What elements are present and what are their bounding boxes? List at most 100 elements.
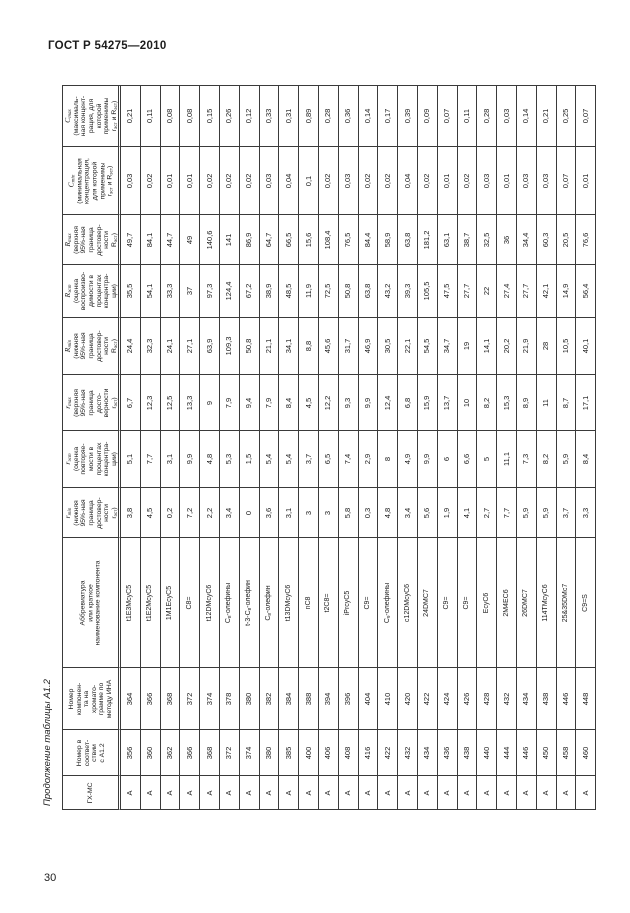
cell-r_est-r2: 7,7	[140, 431, 161, 488]
cell-R_min-r12: 31,7	[338, 318, 359, 375]
cell-num_ina-r12: 396	[338, 668, 359, 730]
cell-C_min-r24: 0,01	[576, 147, 597, 215]
cell-R_min-r11: 45,6	[318, 318, 339, 375]
cell-R_min-r24: 40,1	[576, 318, 597, 375]
standard-title: ГОСТ Р 54275—2010	[48, 40, 167, 52]
cell-R_est-r1: 35,5	[121, 265, 141, 318]
cell-R_max-r17: 63,1	[437, 215, 458, 265]
cell-r_min-r6: 3,4	[219, 488, 240, 538]
cell-gc_ms-r4: А	[180, 776, 201, 810]
cell-r_max-r23: 8,7	[556, 375, 577, 431]
cell-R_min-r17: 34,7	[437, 318, 458, 375]
cell-R_min-r22: 28	[536, 318, 557, 375]
table-caption: Продолжение таблицы А1.2	[34, 628, 60, 806]
cell-abbr-r1: t1E3McyC5	[121, 538, 141, 668]
cell-R_est-r4: 37	[180, 265, 201, 318]
cell-C_min-r18: 0,02	[457, 147, 478, 215]
cell-abbr-r21: 26DMC7	[516, 538, 537, 668]
field-header-C_min: Сmin (минимальная концентрация, для которой…	[63, 147, 121, 215]
cell-abbr-r8: С8-олефин	[259, 538, 280, 668]
cell-C_max-r2: 0,11	[140, 86, 161, 147]
cell-R_est-r11: 72,5	[318, 265, 339, 318]
cell-r_est-r10: 3,7	[299, 431, 319, 488]
page-number: 30	[44, 872, 57, 884]
cell-R_min-r1: 24,4	[121, 318, 141, 375]
cell-num_ina-r19: 428	[477, 668, 498, 730]
cell-num_ina-r15: 420	[398, 668, 418, 730]
cell-C_max-r15: 0,39	[398, 86, 418, 147]
cell-num_ina-r23: 446	[556, 668, 577, 730]
cell-C_min-r23: 0,07	[556, 147, 577, 215]
cell-r_min-r9: 3,1	[279, 488, 300, 538]
cell-r_max-r8: 7,9	[259, 375, 280, 431]
cell-r_max-r16: 15,9	[417, 375, 438, 431]
cell-C_min-r15: 0,04	[398, 147, 418, 215]
cell-C_max-r13: 0,14	[358, 86, 379, 147]
cell-r_max-r24: 17,1	[576, 375, 597, 431]
cell-R_max-r24: 76,6	[576, 215, 597, 265]
cell-gc_ms-r21: А	[516, 776, 537, 810]
cell-gc_ms-r24: А	[576, 776, 597, 810]
cell-r_est-r12: 7,4	[338, 431, 359, 488]
cell-num_ina-r3: 368	[160, 668, 181, 730]
cell-r_est-r8: 5,4	[259, 431, 280, 488]
cell-abbr-r17: С9=	[437, 538, 458, 668]
cell-r_est-r5: 4,8	[200, 431, 220, 488]
cell-r_est-r21: 7,3	[516, 431, 537, 488]
cell-r_min-r17: 1,9	[437, 488, 458, 538]
cell-R_max-r16: 181,2	[417, 215, 438, 265]
field-header-r_min: rmin (нижняя 95%-ная граница достовер-ности r…	[63, 488, 121, 538]
cell-num_a12-r1: 356	[121, 730, 141, 776]
cell-abbr-r7: t-3-С8-олефин	[239, 538, 260, 668]
cell-num_ina-r2: 366	[140, 668, 161, 730]
cell-gc_ms-r8: А	[259, 776, 280, 810]
cell-r_min-r13: 0,3	[358, 488, 379, 538]
cell-C_min-r22: 0,03	[536, 147, 557, 215]
cell-C_max-r21: 0,14	[516, 86, 537, 147]
cell-R_max-r13: 84,4	[358, 215, 379, 265]
cell-C_max-r19: 0,28	[477, 86, 498, 147]
cell-abbr-r6: С8-олефины	[219, 538, 240, 668]
cell-R_min-r21: 21,9	[516, 318, 537, 375]
cell-r_est-r6: 5,3	[219, 431, 240, 488]
cell-R_est-r10: 11,9	[299, 265, 319, 318]
cell-C_max-r24: 0,07	[576, 86, 597, 147]
cell-r_max-r2: 12,3	[140, 375, 161, 431]
cell-R_est-r23: 14,9	[556, 265, 577, 318]
cell-num_a12-r15: 432	[398, 730, 418, 776]
cell-R_est-r8: 38,9	[259, 265, 280, 318]
cell-num_ina-r1: 364	[121, 668, 141, 730]
cell-r_est-r3: 3,1	[160, 431, 181, 488]
cell-C_max-r20: 0,03	[497, 86, 517, 147]
cell-num_a12-r4: 366	[180, 730, 201, 776]
cell-C_min-r17: 0,01	[437, 147, 458, 215]
cell-R_max-r23: 20,5	[556, 215, 577, 265]
cell-num_a12-r16: 434	[417, 730, 438, 776]
cell-R_est-r20: 27,4	[497, 265, 517, 318]
field-header-gc_ms: ГХ-МС	[63, 776, 121, 810]
cell-gc_ms-r22: А	[536, 776, 557, 810]
cell-r_max-r17: 13,7	[437, 375, 458, 431]
cell-num_a12-r8: 380	[259, 730, 280, 776]
cell-r_max-r10: 4,5	[299, 375, 319, 431]
cell-R_est-r2: 54,1	[140, 265, 161, 318]
cell-C_max-r16: 0,09	[417, 86, 438, 147]
field-header-num_a12: Номер в соответ-ствии с А1.2	[63, 730, 121, 776]
cell-C_max-r6: 0,26	[219, 86, 240, 147]
cell-r_max-r9: 8,4	[279, 375, 300, 431]
cell-gc_ms-r5: А	[200, 776, 220, 810]
cell-r_max-r12: 9,3	[338, 375, 359, 431]
cell-R_est-r17: 47,5	[437, 265, 458, 318]
cell-R_max-r1: 49,7	[121, 215, 141, 265]
cell-R_est-r16: 105,5	[417, 265, 438, 318]
cell-gc_ms-r9: А	[279, 776, 300, 810]
cell-r_est-r7: 1,5	[239, 431, 260, 488]
cell-num_ina-r24: 448	[576, 668, 597, 730]
cell-r_max-r22: 11	[536, 375, 557, 431]
rotated-data-table: Сmax (максималь-ная концент-рация, для кот…	[62, 85, 597, 810]
cell-r_min-r16: 5,6	[417, 488, 438, 538]
cell-R_max-r14: 58,9	[378, 215, 399, 265]
cell-R_max-r4: 49	[180, 215, 201, 265]
cell-r_max-r15: 6,8	[398, 375, 418, 431]
cell-num_ina-r4: 372	[180, 668, 201, 730]
